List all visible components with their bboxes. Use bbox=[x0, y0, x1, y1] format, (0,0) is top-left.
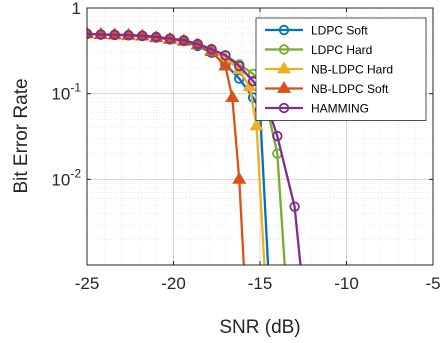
data-point-hamming bbox=[289, 201, 300, 212]
plot-area bbox=[87, 26, 302, 265]
legend-label: LDPC Hard bbox=[311, 43, 372, 57]
data-point-hamming bbox=[192, 38, 203, 50]
x-axis-title: SNR (dB) bbox=[219, 317, 300, 338]
legend-item-hamming: HAMMING bbox=[265, 102, 369, 116]
data-point-nb-ldpc-soft bbox=[225, 90, 240, 102]
data-point-hamming bbox=[206, 44, 217, 55]
y-tick-label-base: 10 bbox=[51, 85, 70, 104]
data-point-hamming bbox=[178, 35, 190, 46]
x-tick-label: -10 bbox=[334, 274, 359, 293]
x-tick-label: -20 bbox=[161, 274, 186, 293]
y-axis-title: Bit Error Rate bbox=[11, 78, 32, 193]
data-point-hamming bbox=[95, 29, 107, 40]
legend-item-ldpc-hard: LDPC Hard bbox=[265, 43, 372, 57]
x-tick-labels: -25 -20 -15 -10 -5 bbox=[75, 274, 441, 293]
x-tick-label: -5 bbox=[425, 274, 440, 293]
x-tick-label: -15 bbox=[248, 274, 273, 293]
legend-label: NB-LDPC Soft bbox=[311, 82, 389, 96]
legend-label: NB-LDPC Hard bbox=[311, 63, 393, 77]
legend-swatch-marker bbox=[278, 44, 290, 55]
legend-item-nb-ldpc-hard: NB-LDPC Hard bbox=[265, 61, 393, 77]
x-tick-label: -25 bbox=[75, 274, 100, 293]
data-point-hamming bbox=[272, 130, 283, 142]
series-layer bbox=[87, 26, 302, 265]
legend-swatch-marker bbox=[276, 81, 292, 93]
legend-item-nb-ldpc-soft: NB-LDPC Soft bbox=[265, 81, 389, 96]
legend-label: LDPC Soft bbox=[311, 24, 368, 38]
data-point-hamming bbox=[150, 31, 162, 43]
y-tick-label: 10-2 bbox=[51, 166, 81, 189]
data-point-hamming bbox=[220, 50, 231, 61]
y-tick-label-exponent: -1 bbox=[70, 81, 81, 95]
y-tick-label-exponent: -2 bbox=[70, 166, 81, 180]
legend-swatch-marker bbox=[276, 61, 292, 74]
y-tick-label: 10-1 bbox=[51, 81, 81, 104]
data-point-hamming bbox=[123, 29, 134, 41]
data-point-hamming bbox=[109, 29, 120, 40]
data-point-nb-ldpc-soft bbox=[232, 171, 247, 184]
legend-swatch-marker bbox=[278, 102, 290, 114]
legend-swatch-marker bbox=[278, 24, 290, 36]
data-point-nb-ldpc-soft bbox=[218, 58, 233, 71]
y-tick-labels: 10-210-11 bbox=[51, 0, 81, 189]
data-point-hamming bbox=[164, 33, 176, 44]
legend: LDPC Soft LDPC Hard NB-LDPC Hard NB-LDPC So… bbox=[255, 17, 427, 121]
y-tick-label: 1 bbox=[72, 0, 81, 18]
legend-label: HAMMING bbox=[311, 102, 369, 116]
data-point-hamming bbox=[234, 60, 245, 72]
y-tick-label-base: 1 bbox=[72, 0, 81, 18]
legend-item-ldpc-soft: LDPC Soft bbox=[265, 24, 368, 38]
data-point-hamming bbox=[87, 28, 93, 39]
data-point-nb-ldpc-hard bbox=[249, 118, 264, 131]
y-tick-label-base: 10 bbox=[51, 170, 70, 189]
data-point-hamming bbox=[137, 30, 148, 41]
tick-marks bbox=[86, 7, 434, 265]
